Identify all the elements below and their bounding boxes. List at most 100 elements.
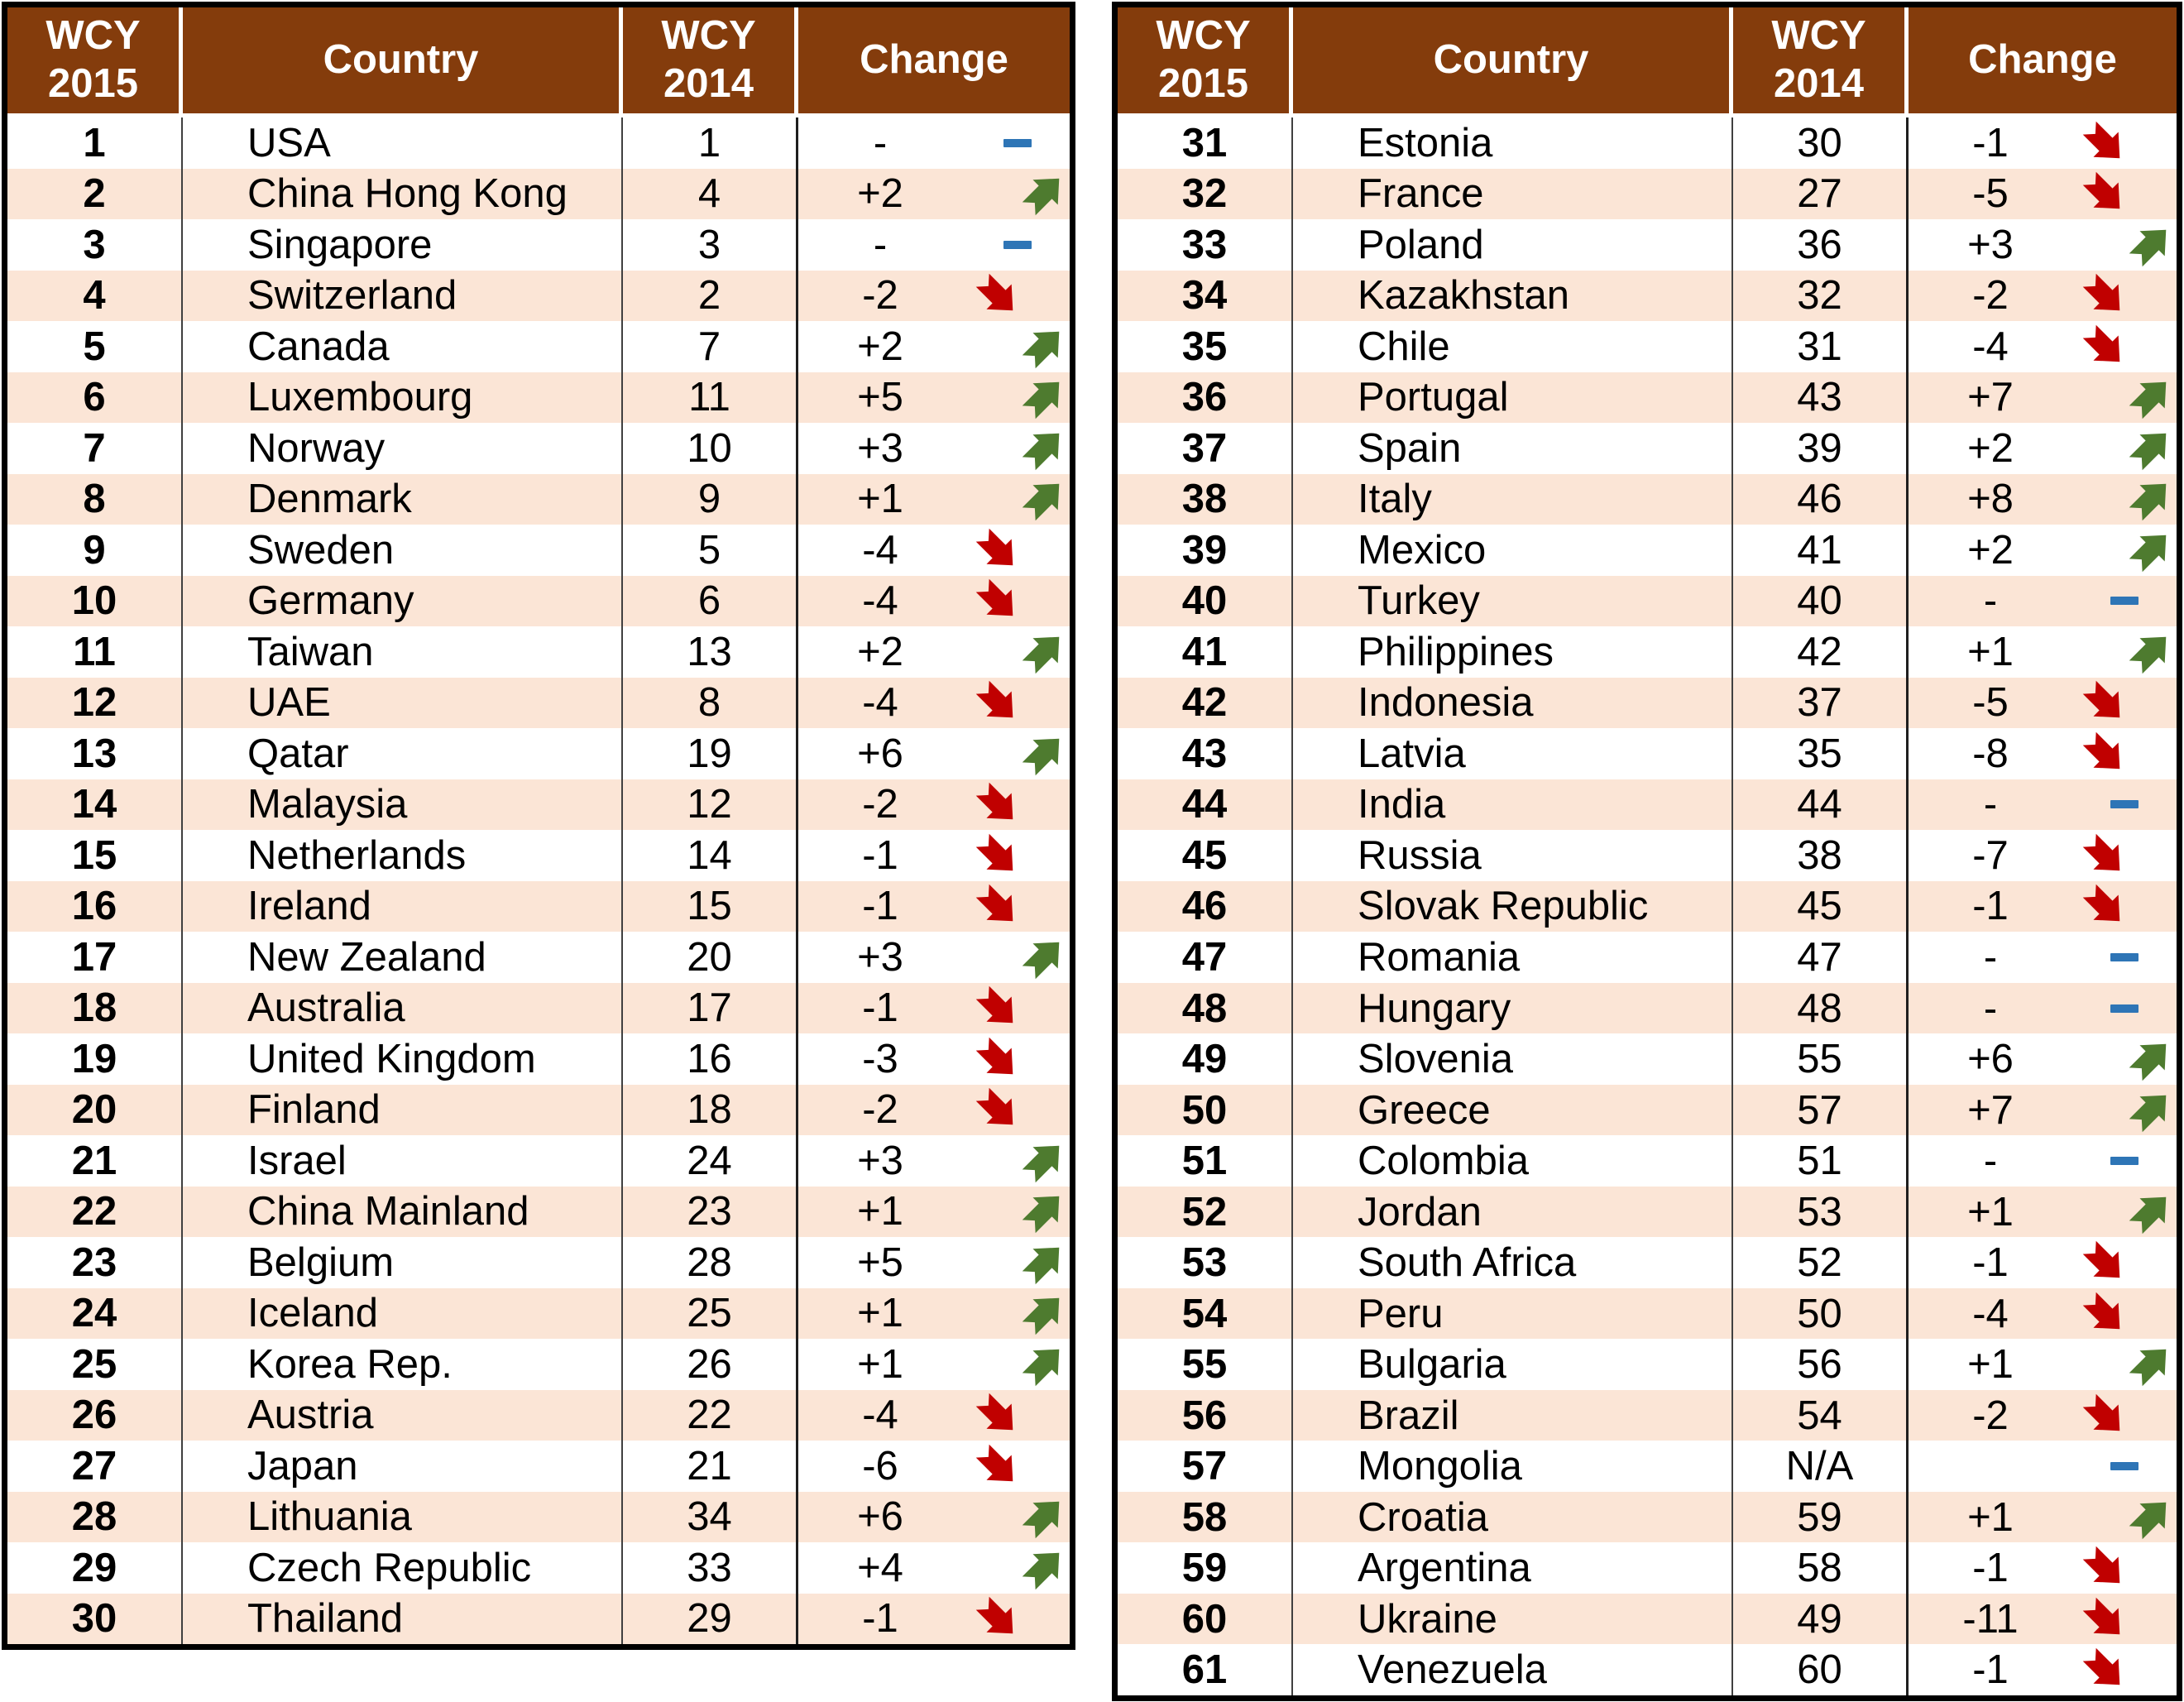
change-value: -4 [1972, 324, 2009, 369]
table-row: 16 Ireland 15 -1 [7, 880, 1070, 932]
up-right-arrow-icon [2129, 477, 2173, 521]
change-value: -3 [862, 1036, 898, 1081]
change-cell: +3 [1909, 219, 2177, 271]
down-right-arrow-icon [975, 578, 1020, 623]
rank-2014-cell: 46 [1733, 473, 1909, 525]
rank-2014-cell: 27 [1733, 168, 1909, 220]
up-right-arrow-icon [1022, 324, 1066, 369]
down-right-arrow-icon [975, 1087, 1020, 1132]
up-right-arrow-icon [1022, 1291, 1066, 1335]
rank-2015-cell: 40 [1118, 575, 1293, 627]
change-icon-slot [962, 678, 1070, 729]
rank-2014-cell: 12 [623, 779, 798, 830]
change-value: -4 [862, 680, 898, 726]
change-value: +5 [857, 375, 903, 420]
rank-2014-cell: 39 [1733, 423, 1909, 474]
table-row: 23 Belgium 28 +5 [7, 1237, 1070, 1288]
table-body: 1 USA 1 - 2 China Hong Kong 4 +2 3 Singa… [7, 117, 1070, 1644]
down-right-arrow-icon [2082, 1647, 2127, 1692]
change-icon-slot [2072, 423, 2177, 474]
change-cell: -4 [798, 576, 1070, 627]
table-row: 21 Israel 24 +3 [7, 1135, 1070, 1187]
header-country: Country [1293, 7, 1733, 113]
header-line: WCY [1156, 13, 1251, 59]
rank-2014-cell: 2 [623, 270, 798, 321]
change-cell: -2 [1909, 1390, 2177, 1441]
change-value: - [873, 120, 888, 165]
change-cell: +2 [1909, 525, 2177, 576]
change-icon-slot [2072, 169, 2177, 220]
change-cell: +2 [798, 626, 1070, 678]
change-value: - [1983, 782, 1998, 827]
change-cell: -1 [1909, 1237, 2177, 1288]
rank-2014-cell: 9 [623, 473, 798, 525]
rank-2014-cell: 54 [1733, 1389, 1909, 1441]
country-cell: Greece [1293, 1084, 1733, 1136]
table-row: 60 Ukraine 49 -11 [1118, 1593, 2177, 1645]
up-right-arrow-icon [1022, 477, 1066, 521]
header-wcy-2015: WCY 2015 [7, 7, 183, 113]
table-row: 45 Russia 38 -7 [1118, 830, 2177, 881]
country-cell: Russia [1293, 830, 1733, 881]
change-icon-slot [2072, 321, 2177, 372]
table-row: 14 Malaysia 12 -2 [7, 779, 1070, 830]
table-body: 31 Estonia 30 -1 32 France 27 -5 33 Pola… [1118, 117, 2177, 1695]
header-wcy-2015: WCY 2015 [1118, 7, 1293, 113]
country-cell: Hungary [1293, 982, 1733, 1034]
rank-2014-cell: 1 [623, 117, 798, 169]
down-right-arrow-icon [2082, 1597, 2127, 1642]
rank-2014-cell: 33 [623, 1542, 798, 1594]
up-right-arrow-icon [1022, 426, 1066, 471]
rank-2014-cell: 5 [623, 525, 798, 576]
change-cell: -1 [798, 1594, 1070, 1645]
country-cell: France [1293, 168, 1733, 220]
table-row: 7 Norway 10 +3 [7, 423, 1070, 474]
change-icon-slot [2072, 779, 2177, 831]
change-cell: +2 [798, 169, 1070, 220]
rank-2014-cell: 17 [623, 982, 798, 1033]
country-cell: Slovenia [1293, 1033, 1733, 1085]
country-cell: Portugal [1293, 372, 1733, 424]
rank-2015-cell: 7 [7, 423, 183, 474]
rank-2014-cell: 26 [623, 1339, 798, 1390]
change-value: -1 [1972, 1546, 2009, 1591]
country-cell: Colombia [1293, 1135, 1733, 1187]
no-change-dash-icon [1003, 138, 1032, 147]
country-cell: Latvia [1293, 728, 1733, 779]
change-cell: -3 [798, 1033, 1070, 1085]
up-right-arrow-icon [1022, 1546, 1066, 1590]
rank-2015-cell: 41 [1118, 626, 1293, 678]
change-value: -2 [1972, 273, 2009, 319]
rank-2014-cell: 51 [1733, 1135, 1909, 1187]
change-icon-slot [2072, 1237, 2177, 1288]
rank-2014-cell: 4 [623, 168, 798, 219]
country-cell: Turkey [1293, 575, 1733, 627]
table-row: 46 Slovak Republic 45 -1 [1118, 880, 2177, 933]
rank-2015-cell: 43 [1118, 728, 1293, 779]
table-row: 54 Peru 50 -4 [1118, 1287, 2177, 1340]
rank-2014-cell: 19 [623, 728, 798, 779]
country-cell: Italy [1293, 473, 1733, 525]
rank-2015-cell: 27 [7, 1441, 183, 1492]
change-cell: +3 [798, 1135, 1070, 1187]
rank-2015-cell: 5 [7, 321, 183, 372]
rank-2015-cell: 19 [7, 1033, 183, 1085]
rank-2014-cell: 48 [1733, 982, 1909, 1034]
table-row: 56 Brazil 54 -2 [1118, 1389, 2177, 1441]
change-cell: - [1909, 576, 2177, 627]
down-right-arrow-icon [975, 782, 1020, 827]
change-cell: +7 [1909, 372, 2177, 424]
rank-2015-cell: 30 [7, 1593, 183, 1644]
change-value: -1 [862, 985, 898, 1031]
down-right-arrow-icon [2082, 273, 2127, 318]
change-value: -2 [862, 1087, 898, 1133]
rank-2014-cell: N/A [1733, 1441, 1909, 1492]
change-value: -1 [862, 832, 898, 878]
rank-2015-cell: 46 [1118, 880, 1293, 933]
rank-2015-cell: 8 [7, 473, 183, 525]
change-cell: +7 [1909, 1085, 2177, 1136]
change-cell: -4 [798, 1390, 1070, 1441]
country-cell: China Hong Kong [183, 168, 623, 219]
change-icon-slot [2072, 576, 2177, 627]
